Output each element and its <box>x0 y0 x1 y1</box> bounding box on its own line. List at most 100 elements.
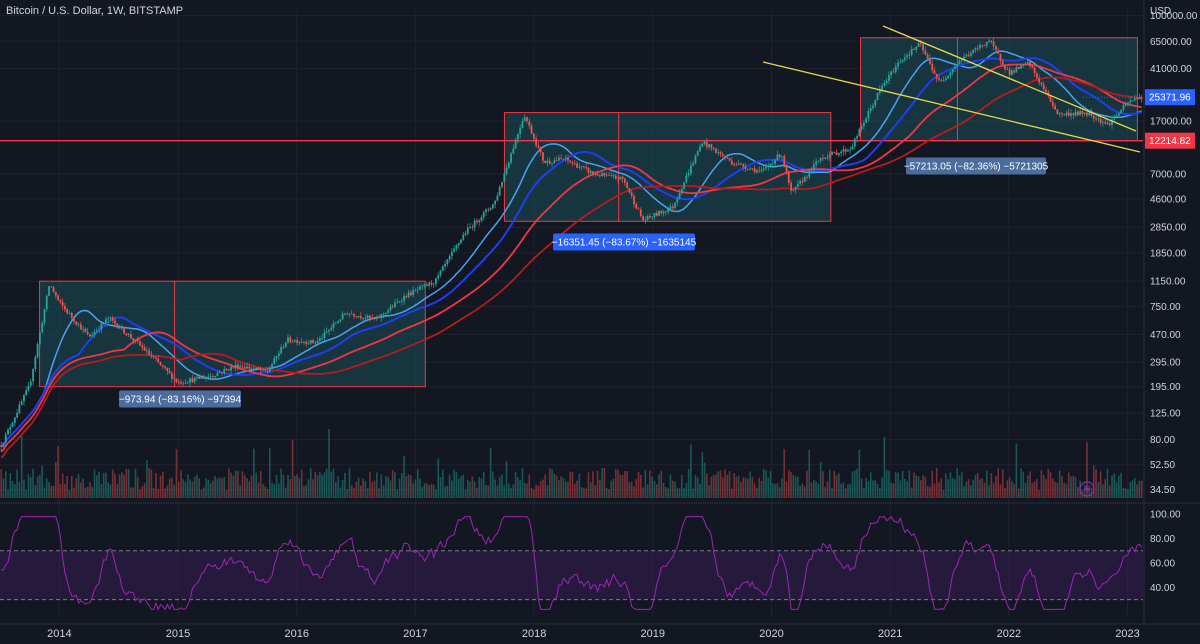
candle-body <box>79 324 82 330</box>
candle-body <box>892 71 895 73</box>
candle-body <box>774 160 777 164</box>
volume-bar <box>920 480 922 498</box>
volume-bar <box>234 470 237 498</box>
volume-bar <box>505 461 508 498</box>
candle-body <box>232 366 235 368</box>
volume-bar <box>810 482 813 498</box>
candle-body <box>11 422 14 428</box>
volume-bar <box>428 484 430 498</box>
candle-body <box>287 337 289 343</box>
volume-bar <box>539 481 542 498</box>
price-tick: 750.00 <box>1150 302 1181 313</box>
candle-body <box>1083 112 1086 115</box>
candle-body <box>553 160 556 163</box>
volume-bar <box>983 482 986 498</box>
volume-bar <box>762 468 765 498</box>
volume-bar <box>662 482 665 498</box>
volume-bar <box>876 483 879 498</box>
volume-bar <box>323 472 326 498</box>
candle-body <box>75 321 78 325</box>
volume-bar <box>507 483 510 498</box>
candle-body <box>528 121 531 126</box>
candle-body <box>592 171 594 175</box>
candle-body <box>132 338 135 341</box>
candle-body <box>530 125 533 134</box>
volume-bar <box>187 474 189 498</box>
candle-body <box>844 149 847 152</box>
candle-body <box>1015 67 1018 73</box>
candle-body <box>257 367 260 370</box>
price-tick: 470.00 <box>1150 330 1181 341</box>
candle-body <box>419 286 421 290</box>
candle-body <box>439 270 442 276</box>
volume-bar <box>853 470 856 498</box>
candle-body <box>20 401 23 405</box>
candle-body <box>906 55 909 58</box>
volume-bar <box>970 484 972 498</box>
volume-bar <box>1067 472 1070 498</box>
volume-bar <box>653 481 656 498</box>
volume-bar <box>542 479 544 498</box>
trendlines[interactable] <box>762 25 1141 153</box>
candle-body <box>933 70 936 74</box>
volume-bar <box>1095 469 1097 498</box>
volume-bar <box>835 475 838 498</box>
candle-body <box>77 324 80 326</box>
candle-body <box>913 48 915 50</box>
volume-bar <box>715 474 717 498</box>
drawdown-boxes <box>39 37 1138 388</box>
candle-body <box>444 264 446 267</box>
candle-body <box>369 315 371 318</box>
volume-bar <box>523 482 526 498</box>
volume-bar <box>603 468 606 498</box>
candle-body <box>847 150 849 152</box>
candle-body <box>967 55 970 56</box>
candle-body <box>626 182 629 189</box>
volume-bar <box>594 485 597 498</box>
candle-body <box>628 188 631 193</box>
candle-body <box>853 138 856 147</box>
candle-body <box>781 156 783 158</box>
candle-body <box>111 317 114 321</box>
volume-bar <box>742 477 745 498</box>
candle-body <box>771 163 774 165</box>
volume-bar <box>73 487 75 498</box>
ma-80-line <box>0 76 1142 459</box>
volume-bar <box>364 481 367 498</box>
volume-bar <box>366 488 369 498</box>
price-tick: 100000.00 <box>1150 11 1198 22</box>
candle-body <box>995 46 997 51</box>
volume-bar <box>822 471 824 498</box>
symbol-title[interactable]: Bitcoin / U.S. Dollar, 1W, BITSTAMP <box>6 5 184 17</box>
volume-bar <box>894 472 897 498</box>
volume-bar <box>202 487 205 498</box>
candle-body <box>275 355 278 358</box>
candle-body <box>705 141 708 147</box>
candle-body <box>18 404 21 413</box>
candle-body <box>689 165 692 174</box>
volume-bar <box>1070 476 1072 498</box>
volume-bar <box>674 481 676 498</box>
volume-bar <box>544 474 547 498</box>
price-tick: 195.00 <box>1150 382 1181 393</box>
volume-bar <box>157 488 160 498</box>
candle-body <box>57 295 59 300</box>
candle-body <box>883 83 886 86</box>
volume-bar <box>155 473 157 498</box>
volume-bar <box>414 479 417 498</box>
volume-bar <box>127 469 130 498</box>
candle-body <box>981 45 984 46</box>
candle-body <box>908 54 911 56</box>
volume-bar <box>401 473 403 498</box>
candle-body <box>2 442 5 448</box>
time-axis[interactable]: 2014 2015 2016 2017 2018 2019 2020 2021 2022 2023 <box>0 623 1200 640</box>
volume-bar <box>27 474 30 498</box>
volume-bar <box>334 482 337 498</box>
candle-body <box>1063 114 1066 116</box>
volume-bar <box>806 470 808 498</box>
candle-body <box>642 216 644 221</box>
volume-bar <box>769 471 772 498</box>
volume-bar <box>1136 484 1138 498</box>
